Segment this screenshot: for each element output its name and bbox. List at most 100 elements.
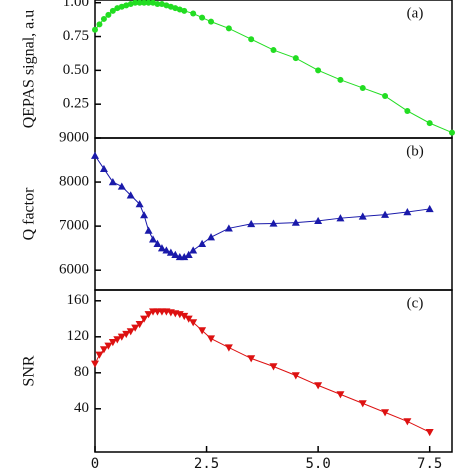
y-tick-label: 6000 xyxy=(59,262,89,278)
marker xyxy=(291,218,300,226)
y-tick-label: 120 xyxy=(67,328,90,344)
marker xyxy=(207,335,216,343)
marker xyxy=(449,129,455,136)
marker xyxy=(166,248,175,256)
marker xyxy=(224,224,233,232)
marker xyxy=(426,120,433,127)
marker xyxy=(207,233,216,241)
y-tick-label: 80 xyxy=(74,364,89,380)
marker xyxy=(153,239,162,247)
marker xyxy=(292,55,299,62)
marker xyxy=(96,21,103,28)
marker xyxy=(140,315,149,323)
y-tick-label: 0.50 xyxy=(63,62,89,78)
marker xyxy=(141,0,148,6)
marker xyxy=(198,239,207,247)
marker xyxy=(117,333,126,341)
marker xyxy=(181,7,188,14)
marker xyxy=(180,312,189,321)
marker xyxy=(291,372,300,380)
marker xyxy=(359,84,366,91)
marker xyxy=(144,226,153,234)
marker xyxy=(171,250,180,258)
x-tick-label: 2.5 xyxy=(194,456,219,472)
marker xyxy=(91,151,99,159)
marker xyxy=(403,418,412,426)
marker xyxy=(140,211,149,219)
x-tick-label: 7.5 xyxy=(417,456,442,472)
y-tick-label: 160 xyxy=(67,292,90,308)
marker xyxy=(269,363,278,371)
marker xyxy=(126,191,135,199)
marker xyxy=(225,25,232,32)
marker xyxy=(404,107,411,114)
marker xyxy=(95,351,104,359)
marker xyxy=(425,204,434,213)
marker xyxy=(314,216,323,225)
marker xyxy=(122,330,131,339)
marker xyxy=(136,0,143,6)
marker xyxy=(269,219,278,227)
series-line xyxy=(94,155,430,258)
marker xyxy=(92,26,98,33)
marker xyxy=(180,252,189,261)
marker xyxy=(381,210,390,218)
panel-frame xyxy=(94,137,453,291)
marker xyxy=(149,235,158,243)
marker xyxy=(91,360,99,368)
marker xyxy=(100,15,107,22)
series-line xyxy=(94,2,453,134)
y-axis-label: SNR xyxy=(21,355,38,386)
x-tick-label: 0 xyxy=(91,456,99,472)
marker xyxy=(224,344,233,352)
marker xyxy=(315,67,322,74)
marker xyxy=(157,244,166,252)
marker xyxy=(154,1,161,8)
marker xyxy=(189,319,198,327)
y-tick-label: 0.75 xyxy=(63,28,89,44)
marker xyxy=(184,250,193,258)
marker xyxy=(403,208,412,216)
marker xyxy=(247,355,256,363)
marker xyxy=(184,315,193,323)
marker xyxy=(336,391,345,399)
y-axis-label: QEPAS signal, a.u xyxy=(21,10,38,129)
marker xyxy=(144,311,153,319)
panel-frame xyxy=(94,0,453,139)
marker xyxy=(381,409,390,417)
panel-label: (c) xyxy=(407,295,424,311)
marker xyxy=(382,93,389,100)
marker xyxy=(113,336,122,344)
panel-label: (b) xyxy=(406,143,424,159)
marker xyxy=(108,178,117,186)
marker xyxy=(189,246,198,254)
marker xyxy=(104,342,113,350)
panel-label: (a) xyxy=(407,5,424,21)
marker xyxy=(337,76,344,83)
marker xyxy=(135,200,144,208)
y-tick-label: 1.00 xyxy=(63,0,89,10)
marker xyxy=(135,321,144,329)
panel-frame xyxy=(94,289,453,453)
marker xyxy=(105,11,112,18)
marker xyxy=(145,0,152,6)
marker xyxy=(314,382,323,390)
marker xyxy=(247,219,256,228)
marker xyxy=(109,7,116,14)
marker xyxy=(99,346,108,354)
marker xyxy=(126,328,135,336)
marker xyxy=(248,36,255,43)
y-tick-label: 8000 xyxy=(59,173,89,189)
marker xyxy=(336,214,345,222)
marker xyxy=(162,246,171,254)
marker xyxy=(198,327,207,335)
marker xyxy=(270,47,277,54)
y-tick-label: 7000 xyxy=(59,218,89,234)
series-line xyxy=(94,311,430,433)
marker xyxy=(99,164,108,173)
marker xyxy=(108,339,117,347)
marker xyxy=(358,212,367,220)
y-axis-label: Q factor xyxy=(21,187,38,241)
y-tick-label: 0.25 xyxy=(63,96,89,112)
